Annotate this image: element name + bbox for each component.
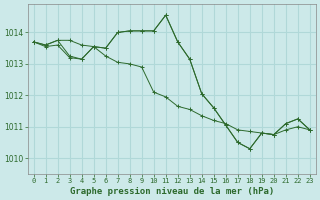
X-axis label: Graphe pression niveau de la mer (hPa): Graphe pression niveau de la mer (hPa) [69,187,274,196]
